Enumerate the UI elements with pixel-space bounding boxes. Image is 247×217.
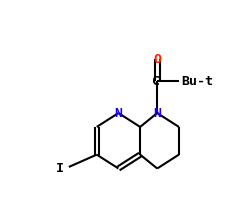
Text: I: I: [55, 162, 63, 175]
Text: O: O: [153, 53, 161, 66]
Text: C: C: [152, 75, 160, 88]
Text: N: N: [153, 107, 161, 120]
Text: N: N: [114, 107, 123, 120]
Text: Bu-t: Bu-t: [181, 75, 213, 88]
